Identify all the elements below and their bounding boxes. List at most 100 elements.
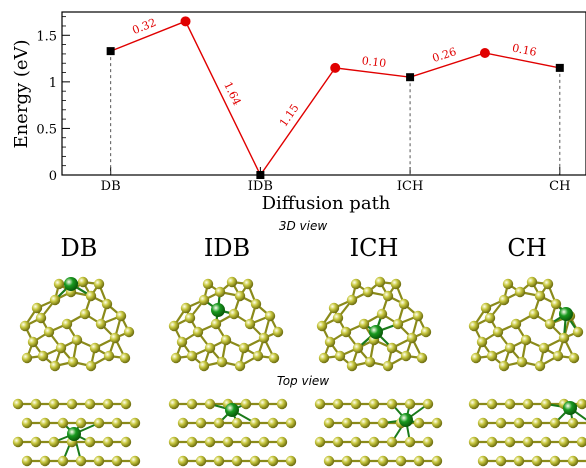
si-atom xyxy=(552,350,564,362)
si-atom xyxy=(177,455,189,467)
x-axis-label: Diffusion path xyxy=(262,193,391,214)
si-atom xyxy=(346,294,358,306)
si-atom xyxy=(386,342,398,354)
structure-top-idb xyxy=(168,398,297,467)
si-atom xyxy=(204,342,216,354)
si-atom xyxy=(234,360,246,372)
si-atom xyxy=(567,417,579,429)
si-atom xyxy=(359,455,371,467)
si-atom xyxy=(180,302,192,314)
si-atom xyxy=(195,417,207,429)
si-atom xyxy=(323,455,335,467)
si-atom xyxy=(184,312,196,324)
si-atom xyxy=(516,356,528,368)
energy-path-line xyxy=(110,20,560,177)
si-atom xyxy=(285,417,297,429)
si-atom xyxy=(502,278,514,290)
si-atom xyxy=(49,360,61,372)
si-atom xyxy=(386,398,398,410)
si-atom xyxy=(368,436,380,448)
barrier-label: 0.26 xyxy=(431,45,458,65)
structure-top-ich xyxy=(314,398,443,467)
si-atom xyxy=(531,455,543,467)
si-atom xyxy=(61,318,73,330)
si-atom xyxy=(576,398,586,410)
si-atom xyxy=(328,302,340,314)
si-atom xyxy=(109,332,121,344)
si-atom xyxy=(95,318,107,330)
structure-label-idb: IDB xyxy=(204,234,250,262)
si-atom xyxy=(323,417,335,429)
si-atom xyxy=(352,342,364,354)
barrier-label: 1.64 xyxy=(221,80,243,108)
si-atom xyxy=(268,352,280,364)
si-atom xyxy=(420,326,432,338)
si-atom xyxy=(495,417,507,429)
si-atom xyxy=(377,417,389,429)
si-atom xyxy=(195,455,207,467)
view-3d-label: 3D view xyxy=(279,219,328,233)
si-atom xyxy=(531,417,543,429)
si-atom xyxy=(48,436,60,448)
y-tick-label: 0.5 xyxy=(36,122,57,137)
si-atom xyxy=(111,455,123,467)
si-atom xyxy=(168,398,180,410)
si-atom xyxy=(258,332,270,344)
si-atom xyxy=(12,398,24,410)
si-atom xyxy=(324,336,336,348)
si-atom xyxy=(576,436,586,448)
y-tick-label: 1 xyxy=(49,76,57,91)
si-atom xyxy=(416,352,428,364)
si-atom xyxy=(400,350,412,362)
si-atom xyxy=(572,326,584,338)
si-atom xyxy=(568,352,580,364)
si-atom xyxy=(368,398,380,410)
si-atom xyxy=(468,398,480,410)
si-atom xyxy=(486,436,498,448)
si-atom xyxy=(314,398,326,410)
si-atom xyxy=(231,417,243,429)
si-atom xyxy=(514,286,526,298)
si-atom xyxy=(332,312,344,324)
si-atom xyxy=(240,398,252,410)
si-atom xyxy=(214,286,226,298)
si-atom xyxy=(123,326,135,338)
si-atom xyxy=(276,436,288,448)
dopant-atom xyxy=(399,413,413,427)
si-atom xyxy=(228,308,240,320)
si-atom xyxy=(198,360,210,372)
si-atom xyxy=(213,455,225,467)
si-atom xyxy=(250,298,262,310)
si-atom xyxy=(549,455,561,467)
si-atom xyxy=(422,436,434,448)
si-atom xyxy=(431,417,443,429)
si-atom xyxy=(240,436,252,448)
si-atom xyxy=(12,436,24,448)
si-atom xyxy=(413,417,425,429)
dopant-atom xyxy=(563,401,577,415)
si-atom xyxy=(374,276,386,288)
si-atom xyxy=(332,398,344,410)
si-atom xyxy=(340,326,352,338)
si-atom xyxy=(177,417,189,429)
y-tick-label: 0 xyxy=(49,169,57,184)
energy-chart: 00.511.5DB IDB ICH CH0.321.641.150.10 0.26 0.… xyxy=(36,11,586,194)
si-atom xyxy=(170,352,182,364)
si-atom xyxy=(115,310,127,322)
x-tick-label: ICH xyxy=(397,179,423,194)
structures-3d-view xyxy=(19,276,584,372)
si-atom xyxy=(186,398,198,410)
si-atom xyxy=(267,417,279,429)
si-atom xyxy=(362,286,374,298)
si-atom xyxy=(486,398,498,410)
si-atom xyxy=(513,417,525,429)
si-atom xyxy=(549,417,561,429)
si-atom xyxy=(398,298,410,310)
dopant-atom xyxy=(559,307,573,321)
si-atom xyxy=(186,350,198,362)
si-atom xyxy=(567,455,579,467)
si-atom xyxy=(542,278,554,290)
y-tick-label: 1.5 xyxy=(36,29,57,44)
si-atom xyxy=(101,298,113,310)
si-atom xyxy=(119,352,131,364)
